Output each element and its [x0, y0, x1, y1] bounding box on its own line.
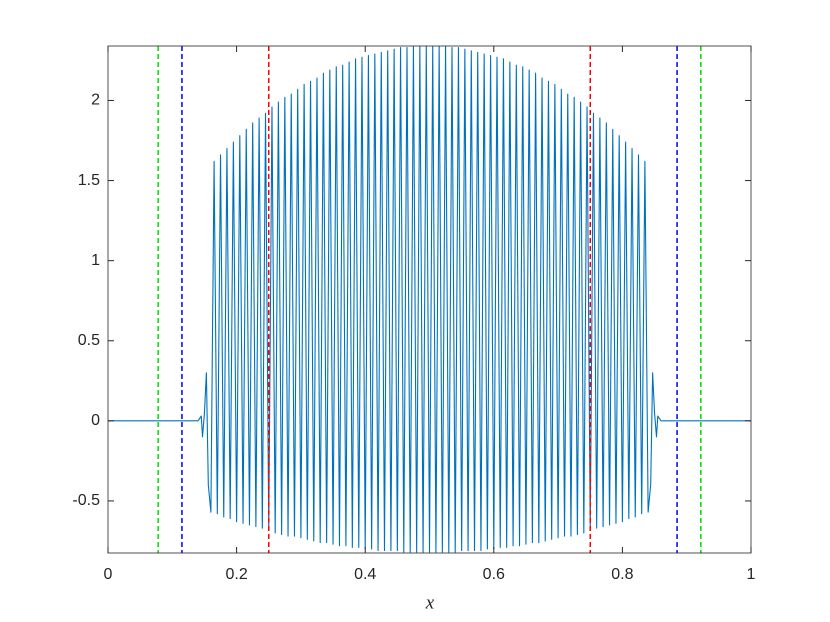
y-tick-label: 0.5 — [78, 332, 100, 349]
y-tick-label: 1.5 — [78, 172, 100, 189]
x-tick-label: 0.2 — [225, 566, 247, 583]
x-tick-label: 0.8 — [611, 566, 633, 583]
y-tick-label: -0.5 — [72, 492, 100, 509]
x-tick-label: 0 — [104, 566, 113, 583]
y-tick-label: 1 — [91, 252, 100, 269]
axes-box — [107, 45, 752, 554]
x-tick-label: 0.4 — [354, 566, 376, 583]
y-tick-label: 2 — [91, 92, 100, 109]
x-tick-label: 0.6 — [483, 566, 505, 583]
x-axis-label: x — [425, 592, 435, 613]
y-tick-label: 0 — [91, 412, 100, 429]
x-tick-label: 1 — [747, 566, 756, 583]
